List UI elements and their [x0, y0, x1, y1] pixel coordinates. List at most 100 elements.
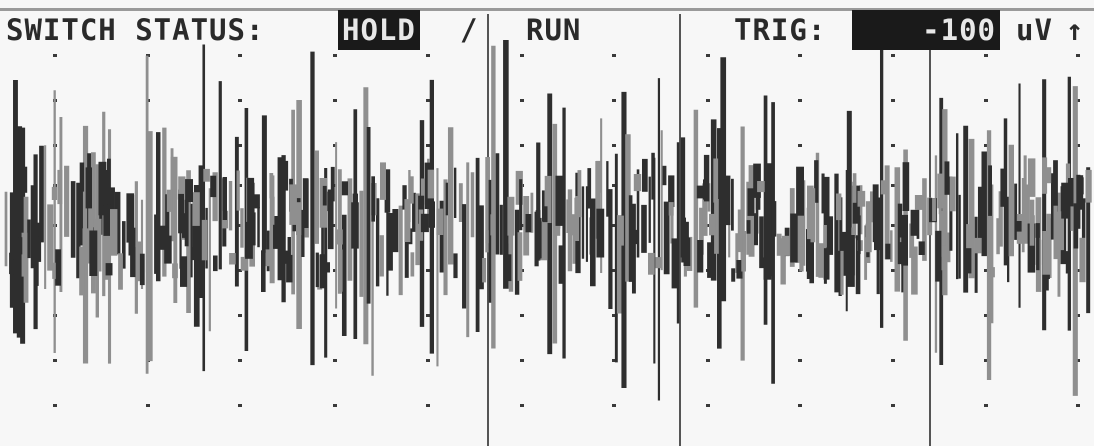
run-option[interactable]: RUN — [526, 13, 582, 47]
trace-band — [285, 250, 291, 264]
hold-option[interactable]: HOLD — [338, 10, 420, 50]
trace-band — [898, 210, 902, 238]
noise-trace — [4, 40, 1092, 401]
trace-band — [1065, 163, 1071, 188]
trace-band — [330, 166, 335, 202]
trace-band — [180, 256, 188, 287]
trace-band — [1036, 237, 1040, 271]
trace-band — [535, 210, 541, 260]
trace-band — [747, 188, 755, 216]
trace-band — [410, 176, 414, 204]
trace-band — [89, 230, 98, 276]
trace-band — [935, 230, 942, 282]
grid-dot — [798, 144, 802, 147]
trace-band — [130, 247, 138, 278]
trace-band — [880, 180, 888, 195]
trace-band — [236, 170, 240, 211]
trace-band — [796, 166, 804, 216]
trace-band — [1076, 174, 1081, 229]
trace-band — [105, 263, 113, 276]
trace-band — [620, 215, 624, 246]
trace-band — [655, 257, 662, 269]
trace-band — [286, 254, 293, 283]
trace-band — [736, 260, 743, 279]
trace-band — [1065, 251, 1071, 274]
trace-band — [974, 237, 982, 254]
trace-band — [642, 158, 648, 192]
grid-dot — [333, 54, 337, 57]
trace-band — [222, 177, 227, 220]
trace-band — [737, 209, 743, 253]
grid-dot — [984, 269, 988, 272]
grid-dot — [426, 404, 430, 407]
grid-dot — [1076, 54, 1080, 57]
trace-band — [103, 204, 111, 236]
grid-dot — [798, 404, 802, 407]
trace-band — [988, 165, 992, 216]
trace-band — [806, 229, 813, 272]
trace-band — [172, 263, 178, 279]
trace-band — [751, 213, 758, 246]
trace-band — [317, 254, 323, 290]
trace-band — [427, 169, 435, 199]
grid-dot — [426, 99, 430, 102]
grid-dot — [984, 144, 988, 147]
grid-dot — [891, 269, 895, 272]
trace-band — [949, 176, 956, 212]
trace-band — [490, 214, 495, 236]
grid-dot — [146, 404, 150, 407]
grid-dot — [984, 54, 988, 57]
trace-band — [139, 253, 145, 286]
trace-band — [55, 249, 61, 286]
trace-band — [21, 232, 28, 277]
trace-band — [823, 248, 827, 284]
trace-band — [145, 254, 152, 273]
trace-band — [797, 211, 802, 254]
trace-band — [1023, 155, 1027, 195]
trace-band — [203, 168, 210, 182]
trace-band — [771, 201, 777, 237]
grid-dot — [891, 314, 895, 317]
trace-band — [1060, 211, 1064, 251]
grid-dot — [891, 54, 895, 57]
grid-dot — [333, 99, 337, 102]
trace-band — [790, 213, 798, 263]
trace-band — [1042, 157, 1048, 194]
trace-band — [485, 230, 489, 244]
trace-band — [160, 225, 166, 241]
trace-band — [252, 194, 260, 209]
trace-band — [682, 217, 686, 249]
trace-band — [18, 237, 23, 255]
trace-band — [818, 243, 827, 278]
grid-dot — [891, 144, 895, 147]
grid-dot — [612, 99, 616, 102]
grid-dot — [612, 314, 616, 317]
trace-band — [310, 219, 314, 265]
grid-dot — [520, 359, 524, 362]
grid-dot — [1076, 314, 1080, 317]
status-bar: SWITCH STATUS: HOLD / RUN TRIG: -100 uV … — [0, 10, 1094, 50]
trace-band — [865, 201, 872, 253]
up-arrow-icon: ↑ — [1066, 13, 1085, 47]
trace-band — [247, 177, 255, 226]
trace-band — [1085, 169, 1092, 203]
trace-band — [741, 231, 746, 272]
grid-dot — [706, 99, 710, 102]
trace-band — [324, 262, 330, 273]
trig-value[interactable]: -100 — [852, 10, 1000, 50]
trace-band — [1027, 223, 1036, 273]
trace-band — [857, 215, 861, 255]
trace-band — [902, 162, 910, 211]
grid-dot — [984, 404, 988, 407]
trace-band — [280, 160, 289, 191]
trace-band — [240, 256, 248, 271]
trace-band — [910, 209, 918, 236]
trace-band — [420, 178, 425, 205]
grid-dot — [333, 224, 337, 227]
trace-band — [404, 199, 411, 242]
grid-dot — [1076, 99, 1080, 102]
trace-band — [245, 231, 253, 259]
grid-dot — [238, 144, 242, 147]
trace-band — [51, 186, 58, 200]
